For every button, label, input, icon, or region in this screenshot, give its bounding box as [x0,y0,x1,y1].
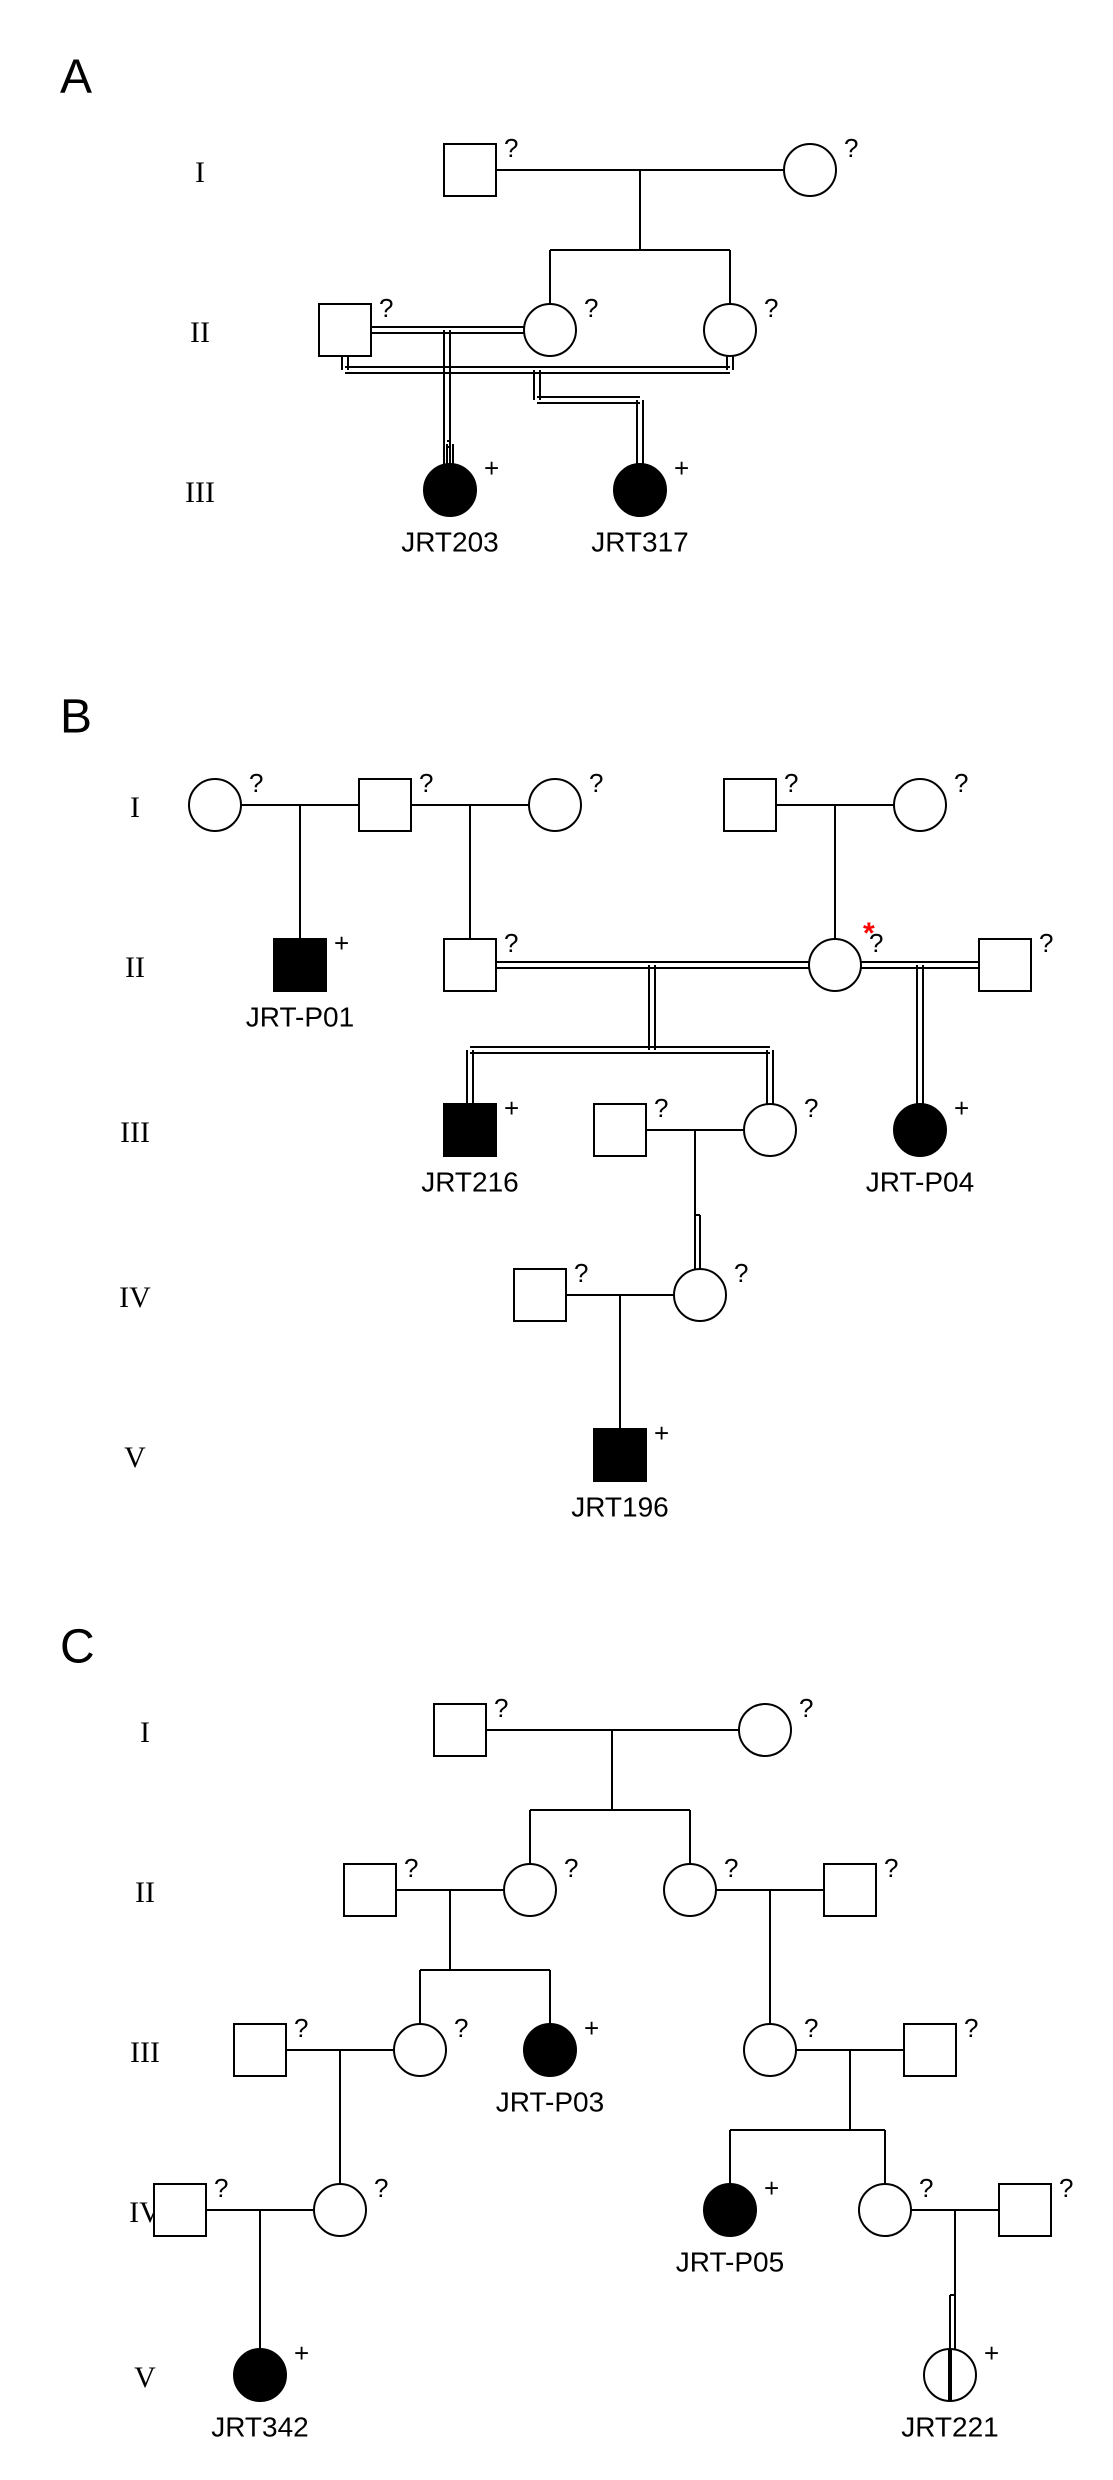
node-annotation: ? [249,768,263,798]
node-annotation: + [584,2013,599,2043]
node-annotation: ? [764,293,778,323]
node-annotation: ? [804,1093,818,1123]
panel-label-C: C [60,1621,95,1674]
node-annotation: ? [919,2173,933,2203]
node-annotation: ? [884,1853,898,1883]
node-annotation: ? [374,2173,388,2203]
generation-label: III [120,1116,150,1149]
node-annotation: ? [564,1853,578,1883]
node-annotation: ? [1039,928,1053,958]
generation-label: I [140,1716,150,1749]
generation-label: II [135,1876,155,1909]
node-annotation: + [674,453,689,483]
node-annotation: ? [574,1258,588,1288]
node-annotation: ? [419,768,433,798]
generation-label: I [130,791,140,824]
node-annotation: ? [454,2013,468,2043]
node-annotation: + [984,2338,999,2368]
node-annotation: ? [379,293,393,323]
node-annotation: + [504,1093,519,1123]
pedigree-svg: AIIIIII?????+JRT203+JRT317BIIIIIIIVV????… [0,0,1113,2480]
node-annotation: ? [504,133,518,163]
node-id-label: JRT-P04 [866,1166,974,1197]
node-id-label: JRT-P01 [246,1001,354,1032]
node-annotation: ? [504,928,518,958]
node-annotation: ? [494,1693,508,1723]
node-annotation: ? [654,1093,668,1123]
node-annotation: ? [294,2013,308,2043]
generation-label: II [190,316,210,349]
node-id-label: JRT342 [211,2411,309,2442]
node-annotation: + [764,2173,779,2203]
node-annotation: ? [964,2013,978,2043]
node-id-label: JRT-P03 [496,2086,604,2117]
node-annotation: + [654,1418,669,1448]
node-annotation: ? [404,1853,418,1883]
generation-label: III [130,2036,160,2069]
generation-label: IV [119,1281,151,1314]
node-annotation: + [294,2338,309,2368]
node-id-label: JRT-P05 [676,2246,784,2277]
panel-label-B: B [60,691,92,744]
node-id-label: JRT203 [401,526,499,557]
generation-label: III [185,476,215,509]
node-id-label: JRT196 [571,1491,669,1522]
node-id-label: JRT216 [421,1166,519,1197]
node-annotation: + [334,928,349,958]
node-annotation: ? [844,133,858,163]
node-annotation: ? [954,768,968,798]
node-annotation: ? [214,2173,228,2203]
node-annotation: ? [724,1853,738,1883]
node-annotation: ? [589,768,603,798]
node-id-label: JRT317 [591,526,689,557]
node-annotation: ? [799,1693,813,1723]
generation-label: I [195,156,205,189]
panel-label-A: A [60,51,92,104]
node-annotation: ? [584,293,598,323]
node-annotation: ? [1059,2173,1073,2203]
node-annotation: ? [734,1258,748,1288]
node-annotation: + [954,1093,969,1123]
generation-label: V [124,1441,146,1474]
node-annotation: + [484,453,499,483]
pedigree-figure: AIIIIII?????+JRT203+JRT317BIIIIIIIVV????… [0,0,1113,2480]
node-annotation: ? [784,768,798,798]
node-annotation: ? [804,2013,818,2043]
node-id-label: JRT221 [901,2411,999,2442]
generation-label: II [125,951,145,984]
node-highlight-asterisk: * [863,917,875,950]
generation-label: V [134,2361,156,2394]
